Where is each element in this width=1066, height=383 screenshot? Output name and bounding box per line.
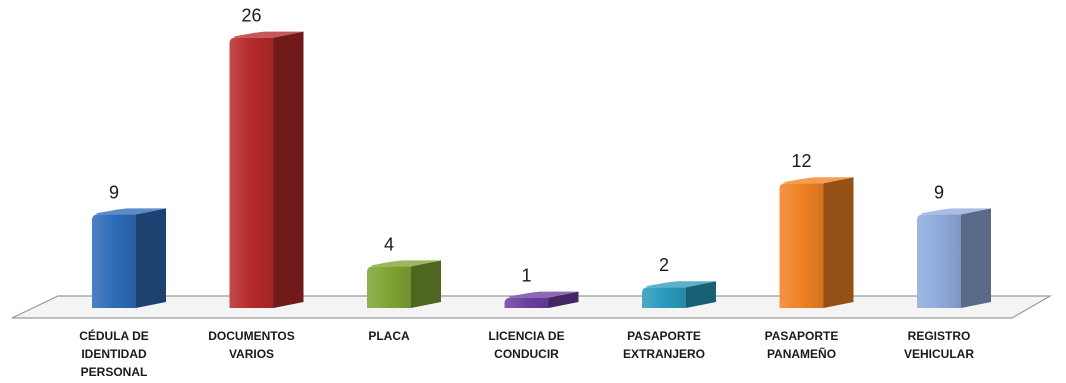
bar-side bbox=[961, 208, 991, 308]
bar bbox=[92, 208, 166, 308]
data-label: 4 bbox=[384, 234, 394, 254]
bar bbox=[642, 281, 716, 308]
bar bbox=[229, 31, 304, 308]
category-label: PLACA bbox=[368, 329, 410, 343]
bar-side bbox=[686, 281, 716, 308]
data-label: 9 bbox=[934, 182, 944, 202]
category-label: LICENCIA DE CONDUCIR bbox=[488, 329, 565, 361]
bar-top bbox=[508, 291, 579, 298]
bar-side bbox=[411, 260, 441, 308]
bar-top bbox=[371, 260, 441, 267]
data-label: 1 bbox=[521, 266, 531, 286]
data-label: 26 bbox=[241, 6, 261, 26]
category-label: CÉDULA DE IDENTIDAD PERSONAL bbox=[79, 329, 149, 379]
bar-front bbox=[229, 37, 274, 308]
bar-top bbox=[233, 31, 304, 38]
bar-top bbox=[96, 208, 166, 215]
category-label: REGISTRO VEHICULAR bbox=[903, 329, 974, 361]
bar-side bbox=[136, 208, 166, 308]
bar-front bbox=[779, 183, 824, 308]
bar-top bbox=[783, 177, 854, 184]
bar-front bbox=[917, 214, 961, 308]
bar bbox=[504, 291, 579, 308]
bar-top bbox=[921, 208, 991, 215]
category-label: PASAPORTE EXTRANJERO bbox=[622, 329, 705, 361]
data-label: 12 bbox=[791, 151, 811, 171]
bar bbox=[367, 260, 441, 308]
category-label: PASAPORTE PANAMEÑO bbox=[764, 329, 839, 361]
bar-side bbox=[548, 291, 579, 308]
bar-side bbox=[823, 177, 854, 308]
bar bbox=[779, 177, 854, 308]
bar-front bbox=[642, 287, 686, 308]
data-label: 2 bbox=[659, 255, 669, 275]
bar-front bbox=[92, 214, 136, 308]
category-label: DOCUMENTOS VARIOS bbox=[208, 329, 295, 361]
bar-front bbox=[367, 266, 411, 308]
bar-side bbox=[273, 31, 304, 308]
bar-top bbox=[646, 281, 716, 288]
data-label: 9 bbox=[109, 182, 119, 202]
bar-front bbox=[504, 297, 549, 308]
bar bbox=[917, 208, 991, 308]
